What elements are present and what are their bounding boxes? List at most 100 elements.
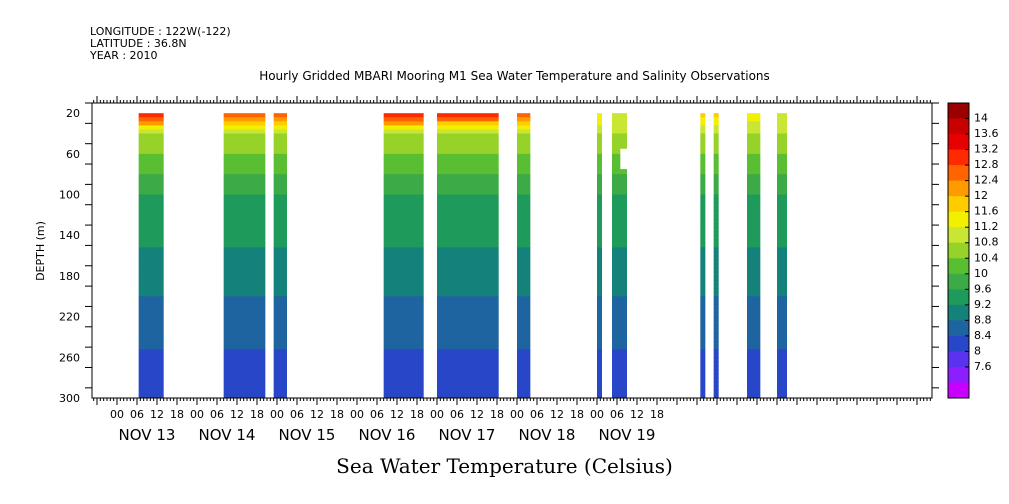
data-cell — [383, 267, 424, 273]
data-cell — [273, 263, 287, 269]
data-cell — [777, 206, 787, 212]
data-cell — [612, 284, 627, 289]
data-cell — [747, 243, 761, 249]
data-cell — [437, 153, 499, 159]
data-cell — [597, 389, 602, 395]
data-cell — [713, 308, 719, 314]
data-cell — [383, 316, 424, 322]
day-label: NOV 15 — [279, 426, 336, 444]
data-cell — [517, 145, 531, 151]
data-cell — [713, 251, 719, 257]
data-cell — [138, 332, 164, 338]
data-cell — [273, 231, 287, 236]
x-tick-label: 06 — [530, 408, 544, 421]
data-cell — [612, 320, 627, 326]
data-cell — [223, 349, 266, 354]
data-cell — [273, 214, 287, 220]
data-cell — [777, 174, 787, 179]
data-cell — [383, 125, 424, 131]
x-tick-label: 06 — [210, 408, 224, 421]
data-cell — [612, 361, 627, 367]
colorbar-label: 10 — [974, 267, 988, 280]
data-cell — [138, 373, 164, 379]
data-cell — [517, 320, 531, 326]
data-cell — [273, 121, 287, 126]
data-cell — [747, 312, 761, 318]
data-cell — [273, 235, 287, 240]
data-cell — [597, 320, 602, 326]
data-cell — [383, 369, 424, 375]
data-cell — [777, 284, 787, 289]
data-cell — [612, 174, 627, 179]
data-cell — [713, 157, 719, 163]
data-cell — [273, 341, 287, 346]
data-segment — [747, 113, 761, 398]
data-cell — [747, 198, 761, 204]
data-cell — [700, 328, 706, 334]
day-label: NOV 16 — [359, 426, 416, 444]
colorbar-swatch — [948, 382, 969, 399]
data-cell — [747, 218, 761, 224]
data-cell — [597, 198, 602, 204]
data-cell — [777, 296, 787, 301]
data-segment — [517, 113, 531, 398]
data-cell — [383, 341, 424, 346]
data-cell — [700, 296, 706, 301]
colorbar-label: 7.6 — [974, 360, 992, 373]
data-cell — [700, 341, 706, 346]
data-cell — [747, 316, 761, 322]
data-cell — [273, 157, 287, 163]
data-cell — [383, 320, 424, 326]
data-cell — [747, 292, 761, 297]
data-cell — [700, 218, 706, 224]
data-cell — [383, 174, 424, 179]
data-cell — [747, 296, 761, 301]
data-cell — [597, 304, 602, 310]
data-cell — [713, 182, 719, 188]
data-cell — [777, 393, 787, 398]
data-cell — [517, 308, 531, 314]
data-cell — [713, 373, 719, 379]
data-cell — [383, 186, 424, 192]
data-cell — [700, 255, 706, 261]
data-cell — [223, 292, 266, 297]
data-cell — [383, 157, 424, 163]
data-cell — [713, 328, 719, 334]
data-cell — [437, 235, 499, 240]
colorbar-swatch — [948, 103, 969, 120]
data-cell — [747, 153, 761, 159]
data-cell — [597, 263, 602, 269]
data-cell — [437, 247, 499, 253]
data-cell — [437, 275, 499, 281]
data-cell — [223, 377, 266, 383]
colorbar-label: 13.2 — [974, 143, 999, 156]
data-cell — [777, 316, 787, 322]
data-cell — [713, 194, 719, 200]
data-segment — [273, 113, 287, 398]
data-cell — [597, 162, 602, 167]
data-cell — [612, 170, 627, 175]
data-cell — [700, 117, 706, 122]
data-cell — [713, 145, 719, 151]
data-cell — [273, 153, 287, 159]
data-cell — [597, 300, 602, 306]
x-tick-label: 06 — [450, 408, 464, 421]
data-cell — [273, 170, 287, 175]
data-cell — [612, 125, 627, 131]
data-cell — [223, 275, 266, 281]
colorbar-frame — [947, 102, 970, 399]
data-cell — [777, 377, 787, 383]
data-cell — [597, 153, 602, 159]
data-cell — [777, 373, 787, 379]
data-cell — [383, 280, 424, 285]
data-cell — [777, 381, 787, 387]
data-cell — [437, 304, 499, 310]
data-cell — [597, 113, 602, 118]
data-cell — [223, 316, 266, 322]
data-cell — [437, 162, 499, 167]
data-cell — [437, 369, 499, 375]
data-cell — [700, 271, 706, 277]
data-cell — [383, 178, 424, 183]
data-cell — [437, 336, 499, 342]
data-cell — [223, 133, 266, 139]
